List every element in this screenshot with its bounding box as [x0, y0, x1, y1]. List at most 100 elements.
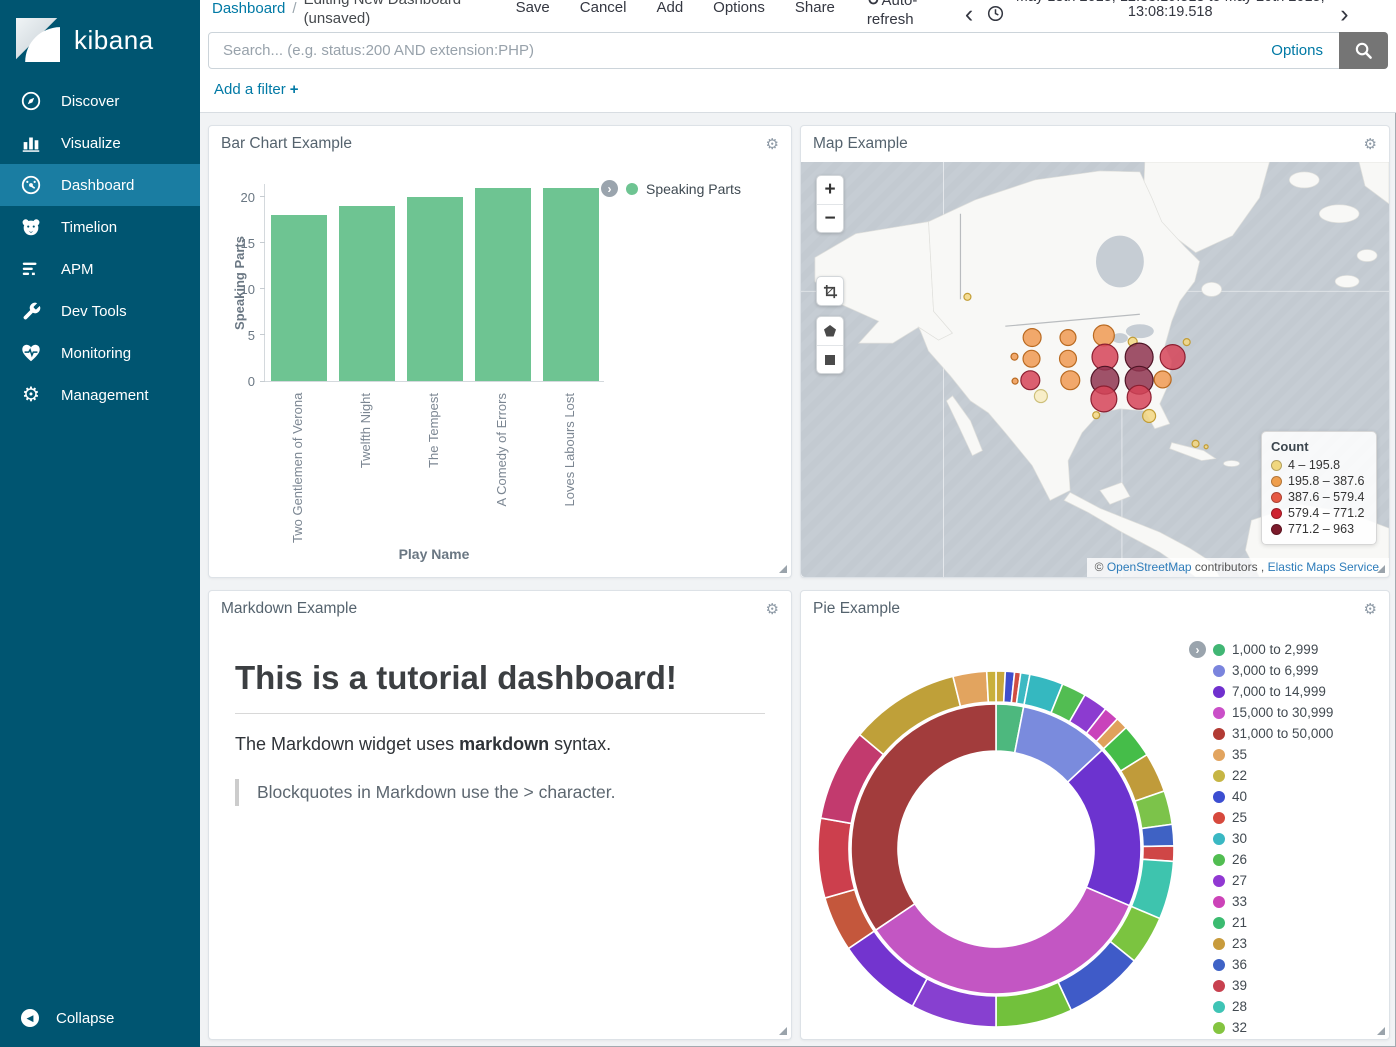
pie-legend-item[interactable]: 1,000 to 2,999 [1213, 639, 1333, 660]
map-bubble[interactable] [1023, 350, 1040, 367]
map-bubble[interactable] [1127, 385, 1151, 409]
gear-icon[interactable]: ⚙ [1364, 137, 1377, 152]
pie-legend-item[interactable]: 31,000 to 50,000 [1213, 723, 1333, 744]
pie-legend-item[interactable]: 3,000 to 6,999 [1213, 660, 1333, 681]
cancel-button[interactable]: Cancel [580, 0, 627, 16]
fit-bounds-icon[interactable] [817, 277, 843, 305]
legend-expand-button[interactable]: › [1189, 641, 1206, 658]
legend-label: 7,000 to 14,999 [1232, 684, 1326, 699]
map-bubble[interactable] [1160, 345, 1185, 370]
bar-0[interactable] [271, 215, 327, 381]
bar-3[interactable] [475, 188, 531, 381]
pie-slice-outer[interactable] [1142, 824, 1174, 846]
map-bubble[interactable] [1060, 330, 1076, 346]
legend-label: 26 [1232, 852, 1247, 867]
map-bubble[interactable] [1091, 386, 1117, 412]
copyright-symbol: © [1095, 560, 1104, 574]
map-bubble[interactable] [1204, 445, 1208, 449]
add-filter-link[interactable]: Add a filter [214, 81, 286, 98]
resize-handle[interactable] [779, 565, 787, 573]
sidebar-item-apm[interactable]: APM [0, 248, 200, 290]
map-bubble[interactable] [1060, 350, 1077, 367]
search-input[interactable] [209, 42, 1271, 59]
map-bubble[interactable] [1154, 371, 1171, 388]
pie-legend-item[interactable]: 33 [1213, 891, 1333, 912]
map-body: + − Count 4 – 195.8195.8 – 387.6387.6 – … [801, 162, 1389, 577]
search-button[interactable] [1339, 32, 1388, 69]
pie-slice-outer[interactable] [818, 818, 855, 898]
pie-legend-item[interactable]: 36 [1213, 954, 1333, 975]
pie-legend-item[interactable]: 25 [1213, 807, 1333, 828]
sidebar-item-dev-tools[interactable]: Dev Tools [0, 290, 200, 332]
elastic-maps-service-link[interactable]: Elastic Maps Service [1268, 560, 1379, 574]
time-range-picker[interactable]: May 18th 2015, 12:33:19.518 to May 20th … [1004, 0, 1336, 20]
pie-legend-item[interactable]: 7,000 to 14,999 [1213, 681, 1333, 702]
pie-legend-item[interactable]: 15,000 to 30,999 [1213, 702, 1333, 723]
legend-dot-icon [1271, 508, 1282, 519]
map-bubble[interactable] [1061, 371, 1080, 390]
legend-dot-icon [1213, 875, 1225, 887]
pie-legend-item[interactable]: 26 [1213, 849, 1333, 870]
time-next-button[interactable]: › [1340, 1, 1348, 27]
pie-legend-item[interactable]: 22 [1213, 765, 1333, 786]
pie-legend-item[interactable]: 30 [1213, 828, 1333, 849]
sidebar-item-timelion[interactable]: Timelion [0, 206, 200, 248]
pie-legend-item[interactable]: 39 [1213, 975, 1333, 996]
map-bubble[interactable] [1183, 339, 1190, 346]
sidebar-item-monitoring[interactable]: Monitoring [0, 332, 200, 374]
sidebar-item-visualize[interactable]: Visualize [0, 122, 200, 164]
map-bubble[interactable] [1034, 390, 1047, 403]
gear-icon[interactable]: ⚙ [766, 602, 779, 617]
map-bubble[interactable] [1023, 329, 1041, 347]
sidebar-collapse-button[interactable]: ◀ Collapse [0, 997, 200, 1039]
legend-expand-button[interactable]: › [601, 180, 618, 197]
resize-handle[interactable] [1377, 565, 1385, 573]
collapse-label: Collapse [56, 1010, 114, 1027]
search-options-link[interactable]: Options [1271, 42, 1323, 59]
sidebar-item-discover[interactable]: Discover [0, 80, 200, 122]
clock-icon [987, 5, 1004, 27]
pie-legend-item[interactable]: 32 [1213, 1017, 1333, 1038]
bar-2[interactable] [407, 197, 463, 381]
search-box: Options [208, 32, 1388, 69]
sidebar-item-dashboard[interactable]: Dashboard [0, 164, 200, 206]
kibana-logo[interactable]: kibana [0, 0, 200, 66]
pie-legend-item[interactable]: 35 [1213, 744, 1333, 765]
pie-legend-item[interactable]: 27 [1213, 870, 1333, 891]
zoom-out-button[interactable]: − [817, 204, 843, 232]
share-button[interactable]: Share [795, 0, 835, 16]
bar-1[interactable] [339, 206, 395, 381]
rectangle-tool-icon[interactable] [817, 345, 843, 373]
openstreetmap-link[interactable]: OpenStreetMap [1107, 560, 1192, 574]
legend-dot-icon [1213, 917, 1225, 929]
map-bubble[interactable] [1093, 412, 1100, 419]
map-bubble[interactable] [1011, 353, 1018, 360]
polygon-tool-icon[interactable] [817, 317, 843, 345]
time-prev-button[interactable]: ‹ [965, 1, 973, 27]
sidebar-item-management[interactable]: ⚙ Management [0, 374, 200, 416]
gear-icon[interactable]: ⚙ [766, 137, 779, 152]
legend-item[interactable]: Speaking Parts [646, 181, 741, 197]
pie-legend-item[interactable]: 28 [1213, 996, 1333, 1017]
map-bubble[interactable] [964, 293, 971, 300]
pie-legend-item[interactable]: 21 [1213, 912, 1333, 933]
map-bubble[interactable] [1021, 371, 1040, 390]
save-button[interactable]: Save [516, 0, 550, 16]
map-bubble[interactable] [1012, 378, 1018, 384]
map-bubble[interactable] [1143, 410, 1156, 423]
resize-handle[interactable] [1377, 1027, 1385, 1035]
map-bubble[interactable] [1192, 440, 1199, 447]
pie-legend-item[interactable]: 23 [1213, 933, 1333, 954]
gear-icon[interactable]: ⚙ [1364, 602, 1377, 617]
pie-legend-item[interactable]: 40 [1213, 786, 1333, 807]
map-attribution: © OpenStreetMap contributors , Elastic M… [1087, 558, 1389, 577]
pie-slice-outer[interactable] [987, 671, 996, 702]
bar-4[interactable] [543, 188, 599, 381]
breadcrumb-dashboard-link[interactable]: Dashboard [212, 0, 285, 28]
resize-handle[interactable] [779, 1027, 787, 1035]
zoom-in-button[interactable]: + [817, 176, 843, 204]
auto-refresh-button[interactable]: ↻Auto-refresh [867, 0, 939, 29]
map-bubble[interactable] [1093, 325, 1114, 346]
options-button[interactable]: Options [713, 0, 765, 16]
add-button[interactable]: Add [656, 0, 683, 16]
